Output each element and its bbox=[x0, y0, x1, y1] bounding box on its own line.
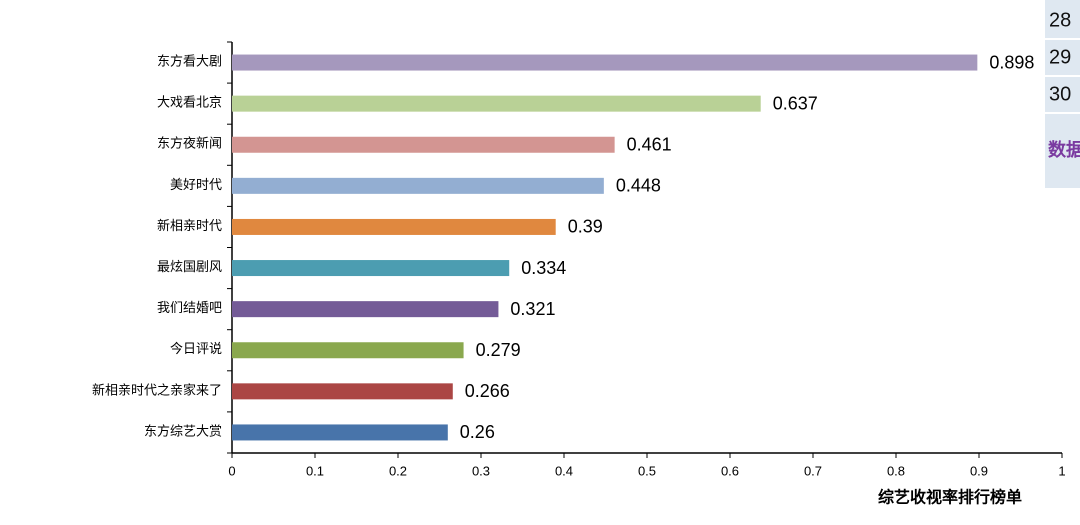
bar bbox=[232, 301, 499, 318]
y-tick-label: 东方看大剧 bbox=[157, 54, 222, 69]
value-label: 0.26 bbox=[460, 422, 495, 442]
y-tick-label: 东方夜新闻 bbox=[157, 136, 222, 151]
x-tick-label: 0 bbox=[228, 463, 235, 478]
x-tick-label: 0.1 bbox=[306, 463, 324, 478]
bar bbox=[232, 54, 978, 71]
y-tick-label: 大戏看北京 bbox=[157, 95, 222, 110]
value-label: 0.279 bbox=[476, 340, 521, 360]
y-tick-label: 我们结婚吧 bbox=[157, 300, 222, 315]
x-tick-label: 0.4 bbox=[555, 463, 573, 478]
x-tick-label: 0.7 bbox=[804, 463, 822, 478]
x-tick-label: 0.6 bbox=[721, 463, 739, 478]
bar bbox=[232, 95, 761, 112]
bar bbox=[232, 136, 615, 153]
bar bbox=[232, 342, 464, 359]
bar bbox=[232, 218, 556, 235]
y-tick-label: 新相亲时代之亲家来了 bbox=[92, 382, 222, 397]
value-label: 0.461 bbox=[627, 135, 672, 155]
x-tick-label: 0.3 bbox=[472, 463, 490, 478]
value-label: 0.321 bbox=[510, 299, 555, 319]
value-label: 0.448 bbox=[616, 176, 661, 196]
value-label: 0.266 bbox=[465, 381, 510, 401]
side-panel bbox=[1045, 0, 1080, 188]
bar bbox=[232, 177, 604, 194]
side-row: 28 bbox=[1049, 9, 1071, 31]
y-tick-label: 美好时代 bbox=[170, 177, 222, 192]
side-footer: 数据 bbox=[1048, 139, 1080, 160]
x-tick-label: 0.8 bbox=[887, 463, 905, 478]
y-tick-label: 今日评说 bbox=[170, 341, 222, 356]
value-label: 0.39 bbox=[568, 217, 603, 237]
value-label: 0.637 bbox=[773, 93, 818, 113]
x-tick-label: 0.5 bbox=[638, 463, 656, 478]
x-tick-label: 0.9 bbox=[970, 463, 988, 478]
value-label: 0.334 bbox=[521, 258, 566, 278]
bar bbox=[232, 424, 448, 441]
x-tick-label: 1 bbox=[1058, 463, 1065, 478]
y-tick-label: 新相亲时代 bbox=[157, 218, 222, 233]
y-tick-label: 东方综艺大赏 bbox=[144, 423, 222, 438]
y-tick-label: 最炫国剧风 bbox=[157, 259, 222, 274]
x-axis-title: 综艺收视率排行榜单 bbox=[878, 488, 1022, 507]
x-tick-label: 0.2 bbox=[389, 463, 407, 478]
side-row: 29 bbox=[1049, 46, 1071, 68]
bar bbox=[232, 260, 510, 277]
side-row: 30 bbox=[1049, 83, 1071, 105]
value-label: 0.898 bbox=[989, 52, 1034, 72]
bar bbox=[232, 383, 453, 400]
